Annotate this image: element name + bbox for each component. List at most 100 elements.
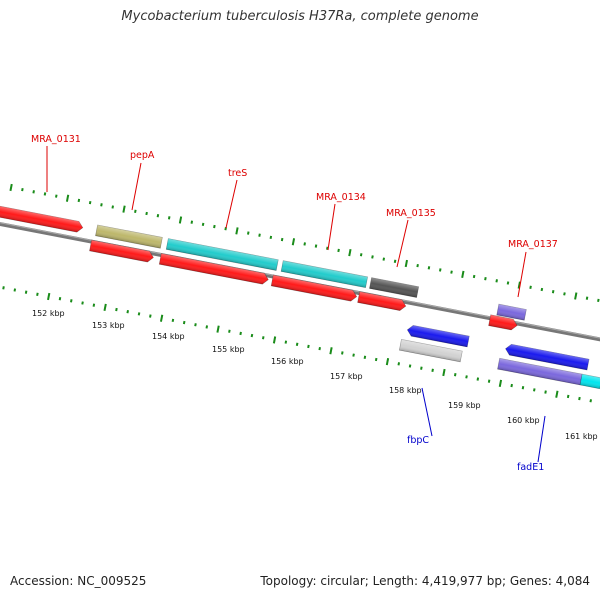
inner-minor-tick bbox=[408, 364, 412, 368]
outer-minor-tick bbox=[427, 266, 431, 270]
outer-minor-tick bbox=[280, 237, 284, 242]
feature-grey-box-shade bbox=[399, 339, 463, 362]
outer-minor-tick bbox=[529, 285, 532, 290]
feature-fbpC bbox=[406, 325, 470, 348]
feature-mra0134 bbox=[280, 260, 368, 289]
gene-labels: MRA_0131 pepA treS MRA_0134 MRA_0135 MRA_0137… bbox=[31, 134, 558, 473]
feature-mra0131-shade bbox=[0, 204, 83, 233]
inner-minor-tick bbox=[521, 386, 525, 390]
inner-minor-tick bbox=[149, 314, 152, 318]
inner-minor-tick bbox=[250, 333, 254, 338]
feature-cds-a-shade bbox=[89, 240, 154, 263]
outer-minor-tick bbox=[382, 257, 386, 261]
inner-minor-tick bbox=[284, 340, 288, 344]
feature-peppA-shade bbox=[95, 224, 163, 249]
tick-label: 153 kbp bbox=[92, 321, 125, 330]
outer-minor-tick bbox=[167, 216, 171, 220]
gene-label: fbpC bbox=[407, 435, 429, 446]
feature-cds-b-shade bbox=[159, 253, 269, 285]
inner-minor-tick bbox=[307, 344, 310, 349]
feature-cds-b bbox=[158, 253, 269, 285]
label-leader bbox=[131, 162, 142, 211]
inner-minor-tick bbox=[115, 307, 118, 312]
inner-minor-tick bbox=[126, 310, 130, 314]
inner-minor-tick bbox=[295, 342, 299, 346]
inner-minor-tick bbox=[205, 325, 209, 329]
tick-label: 158 kbp bbox=[389, 386, 422, 395]
inner-minor-tick bbox=[261, 336, 265, 340]
feature-cds-a bbox=[89, 239, 154, 263]
tick-label: 159 kbp bbox=[448, 401, 481, 410]
inner-minor-tick bbox=[2, 286, 5, 290]
outer-minor-tick bbox=[100, 203, 103, 207]
label-leaders bbox=[46, 146, 546, 463]
inner-minor-tick bbox=[363, 355, 367, 359]
outer-major-tick bbox=[178, 216, 183, 224]
feature-rev-blue bbox=[505, 343, 590, 371]
tick-label: 156 kbp bbox=[271, 357, 304, 366]
outer-minor-tick bbox=[438, 268, 442, 272]
feature-mra0137-shade bbox=[496, 304, 527, 321]
outer-minor-tick bbox=[258, 233, 261, 237]
inner-minor-tick bbox=[36, 292, 39, 296]
outer-minor-tick bbox=[495, 279, 498, 283]
outer-minor-tick bbox=[472, 274, 476, 279]
outer-minor-tick bbox=[484, 276, 487, 281]
outer-minor-tick bbox=[77, 198, 81, 203]
outer-major-tick bbox=[404, 259, 409, 268]
outer-minor-tick bbox=[43, 192, 47, 196]
feature-rev-blue-shade bbox=[505, 344, 590, 370]
inner-minor-tick bbox=[228, 329, 231, 333]
outer-major-tick bbox=[348, 248, 352, 257]
outer-minor-tick bbox=[134, 209, 137, 213]
inner-minor-tick bbox=[589, 399, 593, 403]
inner-minor-tick bbox=[194, 323, 197, 327]
inner-minor-tick bbox=[397, 362, 401, 366]
inner-minor-tick bbox=[137, 312, 141, 316]
tick-label: 157 kbp bbox=[330, 372, 363, 381]
gene-label: fadE1 bbox=[517, 462, 544, 473]
inner-minor-tick bbox=[352, 353, 355, 357]
feature-fadE1-shade bbox=[497, 358, 583, 385]
inner-minor-tick bbox=[566, 394, 570, 399]
outer-minor-tick bbox=[450, 270, 453, 274]
outer-minor-tick bbox=[585, 296, 589, 300]
outer-minor-tick bbox=[55, 194, 58, 198]
inner-minor-tick bbox=[341, 351, 344, 355]
inner-minor-tick bbox=[431, 368, 434, 373]
feature-treS bbox=[165, 238, 279, 271]
inner-minor-tick bbox=[578, 396, 581, 401]
inner-major-tick bbox=[103, 303, 107, 311]
inner-minor-tick bbox=[70, 299, 73, 303]
outer-major-tick bbox=[65, 194, 70, 202]
inner-major-tick bbox=[159, 314, 164, 322]
outer-minor-tick bbox=[145, 211, 148, 216]
inner-major-tick bbox=[442, 368, 446, 377]
outer-major-tick bbox=[517, 281, 521, 289]
label-leader bbox=[396, 219, 409, 268]
outer-minor-tick bbox=[88, 200, 92, 205]
feature-peppA bbox=[95, 224, 163, 249]
outer-minor-tick bbox=[213, 224, 216, 229]
outer-major-tick bbox=[461, 270, 465, 278]
outer-major-tick bbox=[291, 238, 296, 246]
feature-mra0135-shade bbox=[369, 277, 419, 298]
inner-minor-tick bbox=[487, 379, 491, 383]
topology-summary: Topology: circular; Length: 4,419,977 bp… bbox=[260, 574, 590, 588]
tick-label: 161 kbp bbox=[565, 432, 598, 441]
inner-minor-tick bbox=[533, 388, 536, 392]
feature-mra0131 bbox=[0, 204, 84, 233]
outer-minor-tick bbox=[540, 287, 544, 292]
tick-labels: 152 kbp 153 kbp 154 kbp 155 kbp 156 kbp 157 k… bbox=[32, 309, 598, 441]
label-leader bbox=[537, 415, 546, 463]
feature-cds-e-shade bbox=[488, 314, 518, 330]
inner-minor-tick bbox=[171, 318, 175, 323]
inner-minor-tick bbox=[92, 303, 96, 307]
outer-major-tick bbox=[235, 227, 239, 235]
feature-mra0137 bbox=[496, 303, 527, 321]
label-leader bbox=[327, 203, 336, 251]
label-leader bbox=[421, 387, 433, 437]
outer-minor-tick bbox=[21, 187, 24, 192]
inner-minor-tick bbox=[453, 373, 457, 377]
